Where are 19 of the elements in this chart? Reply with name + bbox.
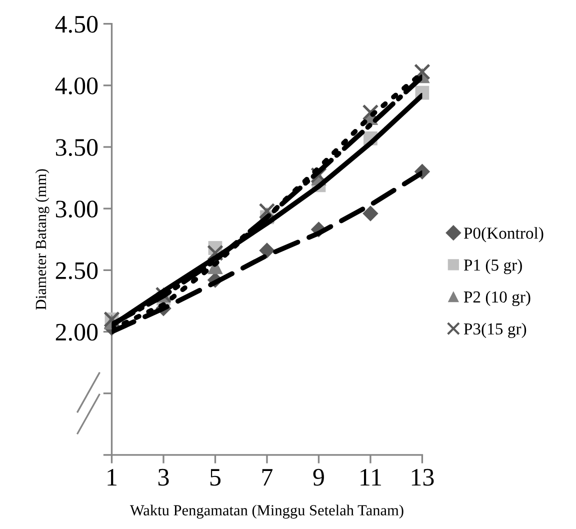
x-tick-label: 13 <box>412 468 434 486</box>
y-tick-label: 3.00 <box>56 200 98 218</box>
y-tick-label: 2.00 <box>56 324 98 341</box>
y-tick-label: 3.50 <box>56 139 98 156</box>
y-tick-label: 4.00 <box>55 77 98 94</box>
legend-label: P3(15 gr) <box>464 322 526 338</box>
legend-label: P2 (10 gr) <box>464 290 530 306</box>
x-tick-label: 1 <box>108 468 116 486</box>
y-axis-title: Diameter Batang (mm) <box>35 169 50 310</box>
x-axis-title: Waktu Pengamatan (Minggu Setelah Tanam) <box>130 504 404 519</box>
x-tick-label: 3 <box>158 468 169 486</box>
y-tick-label: 4.50 <box>55 16 98 33</box>
x-tick-label: 5 <box>210 469 221 486</box>
x-tick-label: 9 <box>313 468 324 486</box>
x-tick-label: 11 <box>360 468 381 486</box>
x-tick-label: 7 <box>262 469 273 486</box>
legend-label: P0(Kontrol) <box>464 227 544 242</box>
y-tick-label: 2.50 <box>56 262 98 280</box>
legend-label: P1 (5 gr) <box>464 258 522 274</box>
